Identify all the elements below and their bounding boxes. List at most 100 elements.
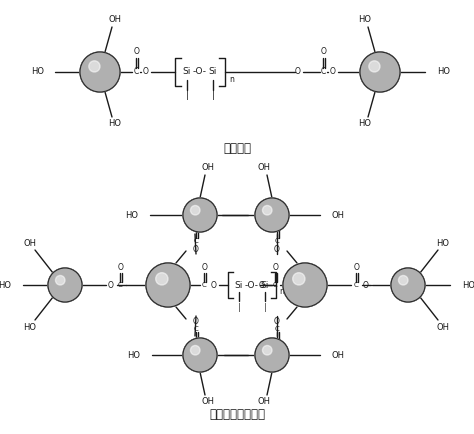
Text: HO: HO <box>462 280 474 289</box>
Circle shape <box>296 276 308 288</box>
Circle shape <box>189 204 209 224</box>
Circle shape <box>183 338 217 372</box>
Circle shape <box>263 346 278 361</box>
Circle shape <box>85 57 112 84</box>
Circle shape <box>391 268 425 302</box>
Text: C: C <box>133 68 138 76</box>
Circle shape <box>370 62 385 78</box>
Circle shape <box>291 271 316 296</box>
Circle shape <box>154 271 179 296</box>
Text: O: O <box>211 280 217 289</box>
Text: C: C <box>118 282 122 288</box>
Text: O: O <box>194 342 200 351</box>
Circle shape <box>192 207 204 219</box>
Circle shape <box>150 267 184 301</box>
Circle shape <box>183 198 217 232</box>
Circle shape <box>401 277 411 289</box>
Circle shape <box>95 68 98 70</box>
Circle shape <box>49 269 81 301</box>
Circle shape <box>289 269 319 298</box>
Text: O: O <box>275 220 281 228</box>
Text: HO: HO <box>358 16 372 24</box>
Circle shape <box>184 339 215 370</box>
Text: 中间产物: 中间产物 <box>223 141 251 155</box>
Circle shape <box>262 205 279 222</box>
Circle shape <box>261 344 280 363</box>
Circle shape <box>286 266 323 302</box>
Circle shape <box>396 273 417 294</box>
Circle shape <box>391 268 425 302</box>
Circle shape <box>392 270 423 300</box>
Circle shape <box>195 350 199 354</box>
Circle shape <box>393 270 422 299</box>
Text: OH: OH <box>201 398 215 407</box>
Circle shape <box>369 61 380 72</box>
Circle shape <box>258 201 284 227</box>
Circle shape <box>264 346 277 360</box>
Text: n: n <box>280 287 284 296</box>
Circle shape <box>156 273 175 293</box>
Text: O: O <box>193 316 199 326</box>
Circle shape <box>300 280 302 283</box>
Circle shape <box>295 275 310 289</box>
Circle shape <box>403 280 407 284</box>
Circle shape <box>365 57 392 84</box>
Text: O: O <box>259 280 265 289</box>
Circle shape <box>82 54 118 89</box>
Text: OH: OH <box>332 210 345 220</box>
Text: O: O <box>108 280 114 289</box>
Circle shape <box>188 203 210 225</box>
Circle shape <box>264 347 275 358</box>
Circle shape <box>148 265 187 304</box>
Circle shape <box>373 65 382 74</box>
Circle shape <box>363 55 396 88</box>
Circle shape <box>53 273 75 295</box>
Text: O: O <box>321 47 327 56</box>
Circle shape <box>146 263 190 307</box>
Text: C: C <box>193 238 199 244</box>
Circle shape <box>50 270 79 299</box>
Circle shape <box>191 345 200 355</box>
Circle shape <box>395 272 419 296</box>
Circle shape <box>149 266 186 302</box>
Circle shape <box>152 269 182 298</box>
Circle shape <box>159 276 171 288</box>
Text: OH: OH <box>109 16 121 24</box>
Text: O: O <box>143 68 149 76</box>
Circle shape <box>184 199 216 231</box>
Text: OH: OH <box>257 398 271 407</box>
Circle shape <box>195 210 201 215</box>
Text: O: O <box>295 68 301 76</box>
Text: HO: HO <box>437 68 450 76</box>
Text: HO: HO <box>0 280 11 289</box>
Text: -O-: -O- <box>193 68 207 76</box>
Circle shape <box>284 264 326 306</box>
Text: Si: Si <box>261 280 269 289</box>
Text: |: | <box>237 302 240 312</box>
Text: C: C <box>274 326 279 332</box>
Circle shape <box>374 66 380 72</box>
Circle shape <box>55 276 65 285</box>
Circle shape <box>191 207 205 220</box>
Text: C: C <box>354 282 358 288</box>
Text: OH: OH <box>437 322 449 332</box>
Text: O: O <box>354 263 360 273</box>
Circle shape <box>374 66 379 71</box>
Text: O: O <box>274 316 280 326</box>
Circle shape <box>294 274 311 291</box>
Circle shape <box>55 275 72 292</box>
Circle shape <box>196 351 198 353</box>
Circle shape <box>84 56 113 85</box>
Circle shape <box>184 200 215 230</box>
Circle shape <box>268 351 270 353</box>
Circle shape <box>158 275 173 289</box>
Circle shape <box>397 274 416 293</box>
Text: C: C <box>201 282 206 288</box>
Circle shape <box>146 263 190 307</box>
Circle shape <box>186 341 212 368</box>
Circle shape <box>372 64 383 75</box>
Circle shape <box>283 263 327 307</box>
Circle shape <box>402 279 408 285</box>
Circle shape <box>404 281 406 283</box>
Circle shape <box>54 273 74 294</box>
